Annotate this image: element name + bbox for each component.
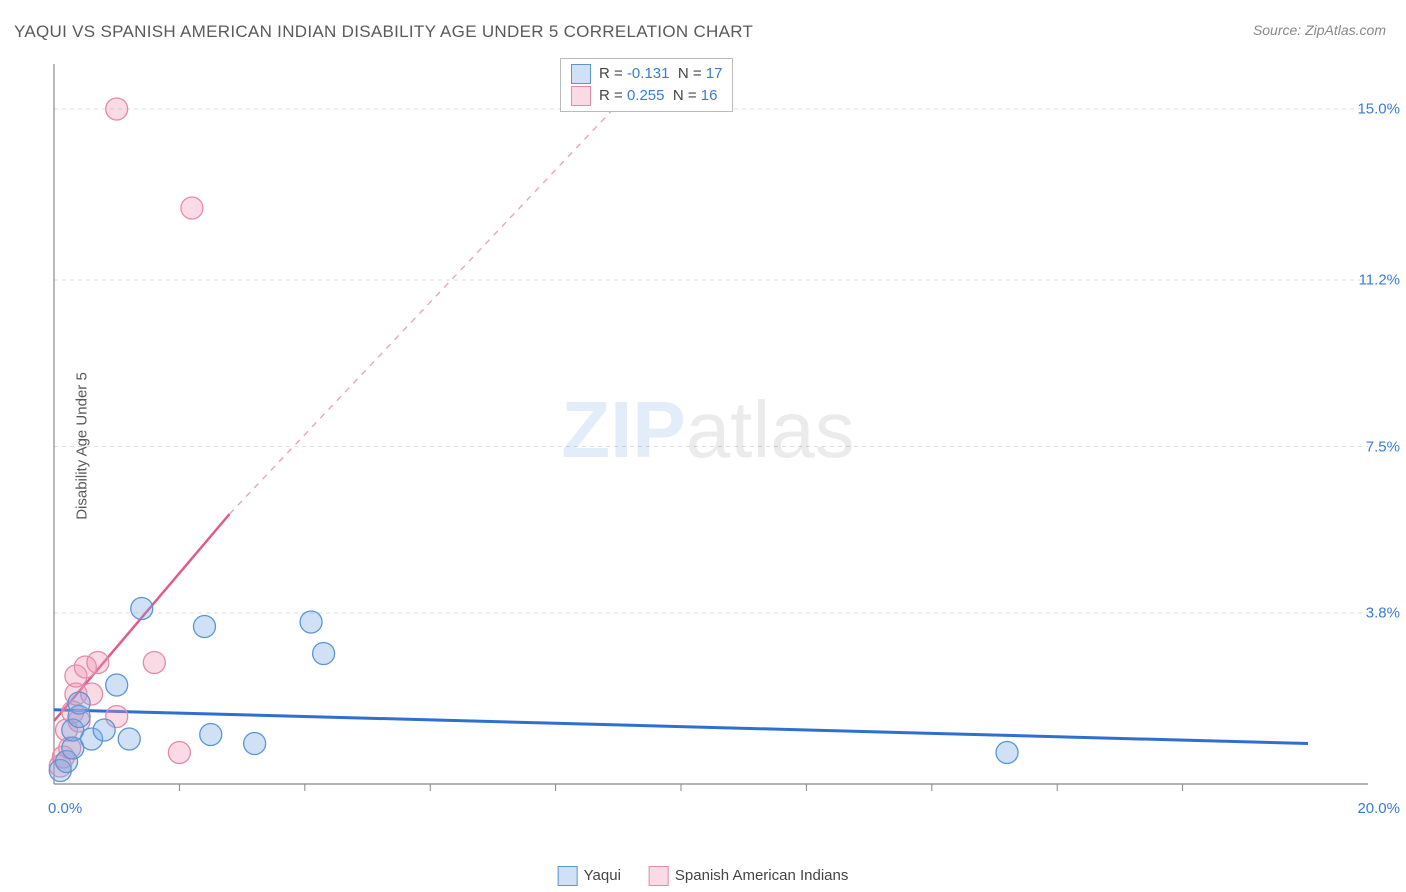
- y-tick-label: 3.8%: [1366, 605, 1400, 622]
- x-min-label: 0.0%: [48, 800, 82, 817]
- correlation-row: R = -0.131 N = 17: [571, 63, 722, 85]
- scatter-plot: ZIPatlas: [48, 54, 1368, 824]
- legend-swatch: [649, 866, 669, 886]
- legend-item: Yaqui: [558, 866, 621, 886]
- correlation-legend: R = -0.131 N = 17R = 0.255 N = 16: [560, 58, 733, 112]
- legend-swatch: [558, 866, 578, 886]
- y-tick-label: 11.2%: [1359, 272, 1400, 289]
- correlation-row: R = 0.255 N = 16: [571, 85, 722, 107]
- y-tick-label: 15.0%: [1357, 101, 1400, 118]
- chart-title: YAQUI VS SPANISH AMERICAN INDIAN DISABIL…: [14, 22, 753, 42]
- legend-swatch: [571, 86, 591, 106]
- legend-item: Spanish American Indians: [649, 866, 848, 886]
- source-attribution: Source: ZipAtlas.com: [1253, 22, 1386, 38]
- y-tick-label: 7.5%: [1366, 438, 1400, 455]
- legend-swatch: [571, 64, 591, 84]
- x-max-label: 20.0%: [1357, 800, 1400, 817]
- series-legend: Yaqui Spanish American Indians: [558, 866, 849, 886]
